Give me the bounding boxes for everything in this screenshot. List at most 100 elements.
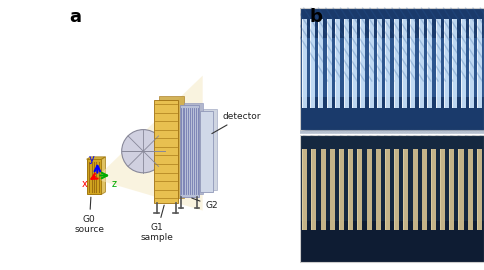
Polygon shape	[203, 109, 217, 190]
Bar	[403, 148, 404, 230]
Bar	[310, 19, 315, 108]
Bar	[352, 19, 357, 108]
Bar	[422, 148, 423, 230]
Bar	[327, 19, 328, 108]
Text: G2: G2	[192, 198, 218, 210]
Bar	[360, 19, 365, 108]
Bar	[461, 19, 466, 108]
Bar	[377, 19, 382, 108]
Bar	[412, 148, 413, 230]
Bar	[376, 148, 381, 230]
Bar	[318, 19, 323, 108]
Bar	[440, 148, 445, 230]
Bar	[410, 19, 415, 108]
Bar	[419, 19, 420, 108]
Bar	[348, 148, 349, 230]
Bar	[302, 148, 303, 230]
Bar	[449, 148, 454, 230]
Text: x: x	[82, 179, 88, 189]
Bar	[310, 19, 311, 108]
Bar	[444, 19, 445, 108]
Bar	[300, 38, 484, 97]
Bar	[402, 19, 407, 108]
Text: b: b	[309, 8, 322, 26]
Bar	[410, 19, 411, 108]
Bar	[461, 19, 462, 108]
Bar	[335, 19, 340, 108]
Bar	[327, 19, 332, 108]
Bar	[300, 8, 484, 130]
Polygon shape	[160, 96, 184, 198]
Bar	[369, 19, 374, 108]
Bar	[339, 148, 344, 230]
Bar	[352, 19, 353, 108]
Bar	[302, 19, 303, 108]
Bar	[377, 19, 378, 108]
Polygon shape	[180, 105, 198, 197]
Bar	[339, 148, 340, 230]
Bar	[385, 148, 390, 230]
Polygon shape	[154, 100, 179, 202]
Text: a: a	[69, 8, 81, 26]
Text: z: z	[111, 178, 116, 189]
Bar	[344, 19, 348, 108]
Bar	[366, 148, 367, 230]
Bar	[468, 148, 469, 230]
Polygon shape	[184, 103, 203, 194]
Polygon shape	[102, 157, 106, 194]
Bar	[419, 19, 424, 108]
Bar	[477, 148, 478, 230]
Bar	[330, 148, 331, 230]
Polygon shape	[200, 111, 213, 192]
Text: G1
sample: G1 sample	[140, 205, 173, 242]
Bar	[449, 148, 450, 230]
Bar	[300, 8, 484, 130]
Bar	[444, 19, 449, 108]
Bar	[436, 19, 437, 108]
Polygon shape	[87, 157, 106, 159]
Bar	[366, 148, 372, 230]
Bar	[300, 221, 484, 262]
Bar	[394, 148, 399, 230]
Polygon shape	[102, 76, 203, 211]
Bar	[302, 19, 307, 108]
Bar	[436, 19, 440, 108]
Text: G0
source: G0 source	[74, 197, 104, 234]
Bar	[318, 19, 319, 108]
Bar	[385, 19, 391, 108]
Bar	[477, 148, 482, 230]
Bar	[402, 19, 403, 108]
Bar	[427, 19, 428, 108]
Bar	[458, 148, 459, 230]
Text: detector: detector	[212, 112, 261, 134]
Bar	[357, 148, 358, 230]
Bar	[469, 19, 474, 108]
Bar	[393, 19, 399, 108]
Bar	[427, 19, 432, 108]
Bar	[393, 19, 395, 108]
Bar	[468, 148, 473, 230]
Bar	[369, 19, 370, 108]
Bar	[320, 148, 321, 230]
Bar	[458, 148, 464, 230]
Bar	[403, 148, 408, 230]
Bar	[412, 148, 418, 230]
Bar	[452, 19, 453, 108]
Bar	[477, 19, 483, 108]
Bar	[469, 19, 470, 108]
Bar	[385, 148, 386, 230]
Bar	[440, 148, 441, 230]
Bar	[360, 19, 361, 108]
Text: y: y	[89, 154, 95, 164]
Bar	[344, 19, 345, 108]
Bar	[335, 19, 336, 108]
Bar	[477, 19, 478, 108]
Bar	[320, 148, 326, 230]
Bar	[300, 135, 484, 262]
Bar	[385, 19, 386, 108]
Bar	[452, 19, 457, 108]
Bar	[431, 148, 436, 230]
Bar	[394, 148, 395, 230]
Circle shape	[121, 130, 165, 173]
Bar	[302, 148, 307, 230]
